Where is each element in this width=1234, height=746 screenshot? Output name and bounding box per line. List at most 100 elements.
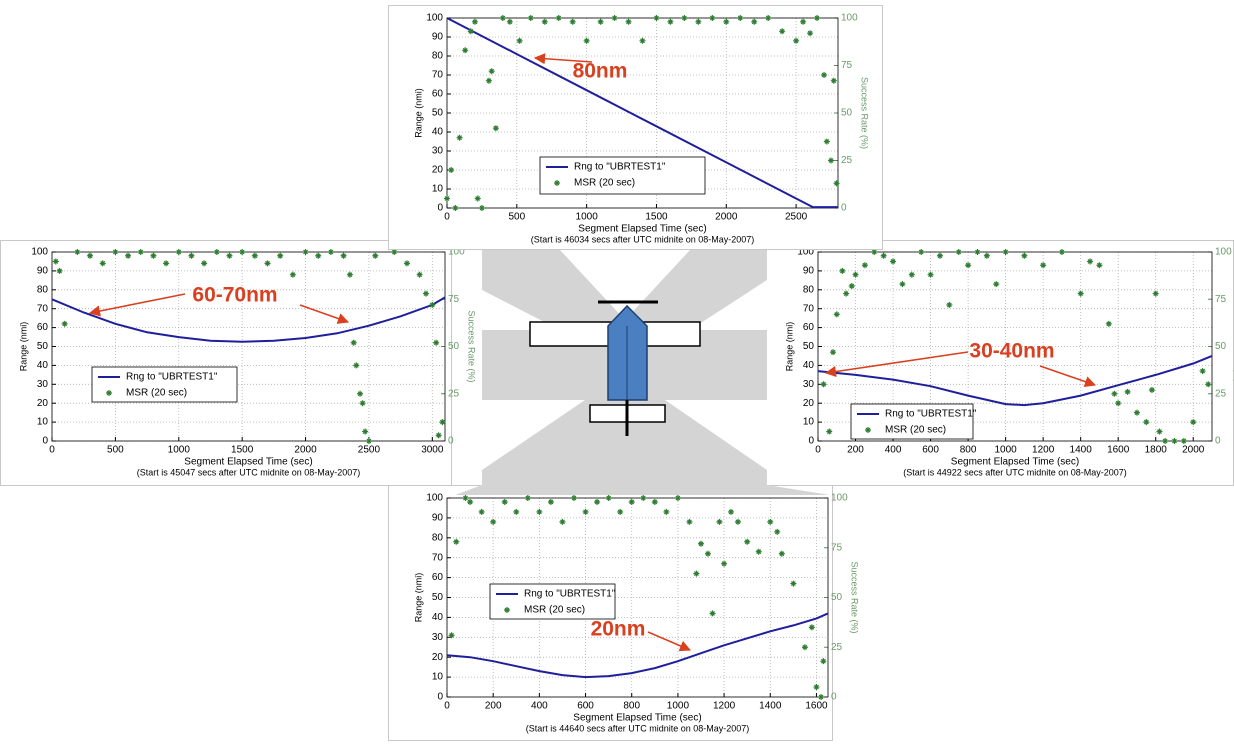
note: (Start is 44922 secs after UTC midnite o… [903,467,1127,477]
figure: 0500100015002000250030000102030405060708… [0,0,1234,741]
y-tick-label: 0 [437,203,443,214]
y-tick-label: 30 [432,146,444,157]
x-tick-label: 3000 [421,445,444,456]
y-tick-label: 100 [426,13,443,24]
legend-label: MSR (20 sec) [126,388,187,399]
x-tick-label: 1200 [1032,445,1055,456]
y2-tick-label: 0 [841,203,847,214]
y2-tick-label: 25 [1215,388,1227,399]
x-tick-label: 200 [485,701,502,712]
x-tick-label: 600 [577,701,594,712]
y2-axis-label: Success Rate (%) [467,310,477,382]
x-axis-label: Segment Elapsed Time (sec) [578,224,706,235]
x-axis-label: Segment Elapsed Time (sec) [573,713,701,724]
legend-label: Rng to "UBRTEST1" [126,372,218,383]
note: (Start is 46034 secs after UTC midnite o… [531,234,755,244]
y2-tick-label: 50 [831,592,843,603]
x-tick-label: 1800 [1145,445,1168,456]
panel-background [389,6,883,250]
x-tick-label: 0 [444,701,450,712]
annotation: 80nm [573,60,628,83]
y2-tick-label: 75 [1215,294,1227,305]
y-tick-label: 30 [803,379,815,390]
y-tick-label: 20 [37,398,49,409]
y-tick-label: 70 [432,70,444,81]
x-tick-label: 200 [847,445,864,456]
x-tick-label: 400 [885,445,902,456]
y2-tick-label: 50 [448,341,460,352]
x-tick-label: 1000 [576,212,599,223]
annotation: 20nm [591,618,646,641]
y-tick-label: 60 [37,322,49,333]
y-tick-label: 80 [432,51,444,62]
y2-tick-label: 50 [841,108,853,119]
y2-axis-label: Success Rate (%) [860,77,870,149]
x-tick-label: 1400 [759,701,782,712]
x-tick-label: 2000 [294,445,317,456]
y2-tick-label: 75 [448,294,460,305]
y-tick-label: 80 [803,284,815,295]
y2-tick-label: 25 [831,642,843,653]
y2-axis-label: Success Rate (%) [850,561,860,633]
y-axis-label: Range (nmi) [784,322,794,372]
y2-tick-label: 75 [841,60,853,71]
x-tick-label: 1500 [645,212,668,223]
y2-tick-label: 50 [1215,341,1227,352]
x-axis-label: Segment Elapsed Time (sec) [951,457,1079,468]
x-tick-label: 800 [960,445,977,456]
x-tick-label: 2500 [785,212,808,223]
x-tick-label: 0 [444,212,450,223]
y-tick-label: 90 [432,513,444,524]
x-tick-label: 2500 [358,445,381,456]
annotation: 60-70nm [192,284,277,307]
y-tick-label: 50 [37,341,49,352]
y-tick-label: 20 [432,652,444,663]
y2-tick-label: 25 [841,155,853,166]
y2-tick-label: 0 [448,436,454,447]
x-axis-label: Segment Elapsed Time (sec) [184,457,312,468]
y2-tick-label: 100 [841,13,858,24]
y-tick-label: 0 [42,436,48,447]
legend-label: MSR (20 sec) [574,178,635,189]
y-tick-label: 90 [37,266,49,277]
x-tick-label: 1000 [667,701,690,712]
panel-background [1,241,452,486]
y-tick-label: 30 [432,632,444,643]
y-tick-label: 70 [37,303,49,314]
y-tick-label: 40 [37,360,49,371]
x-tick-label: 500 [107,445,124,456]
y-tick-label: 50 [432,592,444,603]
legend-label: Rng to "UBRTEST1" [885,409,977,420]
y2-tick-label: 0 [831,692,837,703]
y-tick-label: 60 [432,89,444,100]
y2-tick-label: 25 [448,388,460,399]
y-tick-label: 30 [37,379,49,390]
y-tick-label: 40 [803,360,815,371]
y-tick-label: 90 [803,266,815,277]
y-tick-label: 80 [37,284,49,295]
x-tick-label: 2000 [1182,445,1205,456]
y-axis-label: Range (nmi) [18,322,28,372]
y-tick-label: 20 [803,398,815,409]
x-tick-label: 1000 [994,445,1017,456]
x-tick-label: 600 [922,445,939,456]
x-tick-label: 1500 [231,445,254,456]
x-tick-label: 0 [49,445,55,456]
y-tick-label: 100 [31,247,48,258]
x-tick-label: 1600 [1107,445,1130,456]
x-tick-label: 1400 [1070,445,1093,456]
annotation: 30-40nm [969,340,1054,363]
legend-label: MSR (20 sec) [885,425,946,436]
x-tick-label: 2000 [715,212,738,223]
y-tick-label: 50 [432,108,444,119]
legend-label: Rng to "UBRTEST1" [574,162,666,173]
note: (Start is 45047 secs after UTC midnite o… [137,467,361,477]
x-tick-label: 800 [623,701,640,712]
note: (Start is 44640 secs after UTC midnite o… [526,723,750,733]
y-tick-label: 10 [432,672,444,683]
y-tick-label: 0 [437,692,443,703]
x-tick-label: 500 [508,212,525,223]
